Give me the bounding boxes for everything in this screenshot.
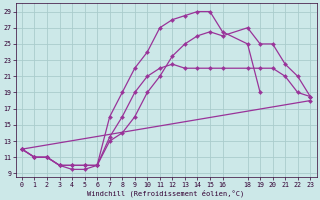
X-axis label: Windchill (Refroidissement éolien,°C): Windchill (Refroidissement éolien,°C)	[87, 189, 245, 197]
